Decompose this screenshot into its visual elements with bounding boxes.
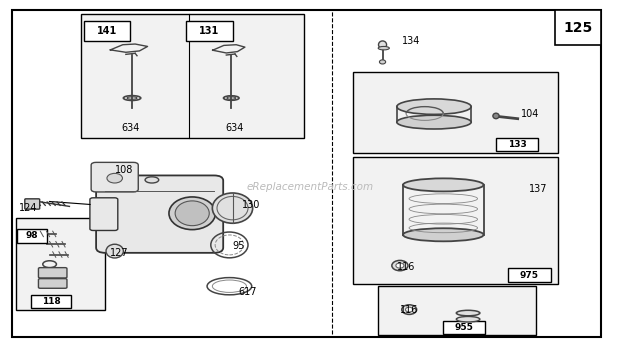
Bar — [81, 14, 304, 138]
FancyBboxPatch shape — [96, 175, 223, 253]
FancyBboxPatch shape — [38, 268, 67, 278]
Ellipse shape — [405, 307, 413, 312]
Text: 617: 617 — [239, 287, 257, 297]
Text: 634: 634 — [121, 123, 140, 133]
Bar — [84, 21, 130, 41]
Ellipse shape — [107, 173, 123, 183]
Text: 955: 955 — [455, 323, 474, 332]
Ellipse shape — [402, 305, 417, 314]
Text: 634: 634 — [225, 123, 244, 133]
Text: 116: 116 — [397, 261, 415, 272]
Text: 124: 124 — [19, 203, 37, 213]
Ellipse shape — [397, 115, 471, 129]
Bar — [353, 72, 558, 153]
Text: 133: 133 — [508, 140, 526, 149]
Bar — [31, 295, 71, 308]
Bar — [378, 286, 536, 335]
Text: eReplacementParts.com: eReplacementParts.com — [246, 182, 374, 193]
Ellipse shape — [212, 193, 253, 223]
Ellipse shape — [392, 260, 408, 271]
Bar — [17, 229, 47, 243]
Ellipse shape — [403, 228, 484, 241]
Text: 118: 118 — [42, 297, 61, 306]
Text: 125: 125 — [564, 21, 593, 34]
Bar — [508, 268, 551, 282]
Ellipse shape — [397, 99, 471, 114]
Text: 134: 134 — [402, 36, 420, 46]
Text: 131: 131 — [199, 26, 219, 36]
Text: 130: 130 — [242, 200, 260, 210]
Bar — [496, 138, 538, 151]
Ellipse shape — [456, 316, 480, 322]
Ellipse shape — [403, 178, 484, 191]
Ellipse shape — [169, 197, 216, 230]
Text: 141: 141 — [97, 26, 117, 36]
Text: 116: 116 — [400, 304, 419, 315]
Bar — [16, 218, 105, 310]
Ellipse shape — [456, 323, 480, 329]
Ellipse shape — [396, 263, 404, 268]
Text: 975: 975 — [520, 271, 539, 280]
Ellipse shape — [175, 201, 210, 226]
Text: 104: 104 — [521, 108, 539, 119]
Ellipse shape — [145, 177, 159, 183]
Ellipse shape — [106, 244, 123, 258]
Bar — [555, 10, 601, 45]
Text: 108: 108 — [115, 165, 133, 175]
Text: 127: 127 — [110, 248, 129, 258]
Bar — [186, 21, 232, 41]
Ellipse shape — [378, 41, 387, 49]
Ellipse shape — [379, 60, 386, 64]
Text: 98: 98 — [26, 232, 38, 240]
Bar — [353, 157, 558, 284]
FancyBboxPatch shape — [90, 198, 118, 230]
Bar — [443, 321, 485, 334]
FancyBboxPatch shape — [91, 162, 138, 192]
Text: 95: 95 — [232, 241, 245, 251]
Ellipse shape — [456, 310, 480, 316]
FancyBboxPatch shape — [38, 279, 67, 288]
Ellipse shape — [493, 113, 499, 119]
Text: 137: 137 — [529, 184, 547, 194]
Ellipse shape — [378, 46, 389, 50]
FancyBboxPatch shape — [25, 199, 40, 209]
